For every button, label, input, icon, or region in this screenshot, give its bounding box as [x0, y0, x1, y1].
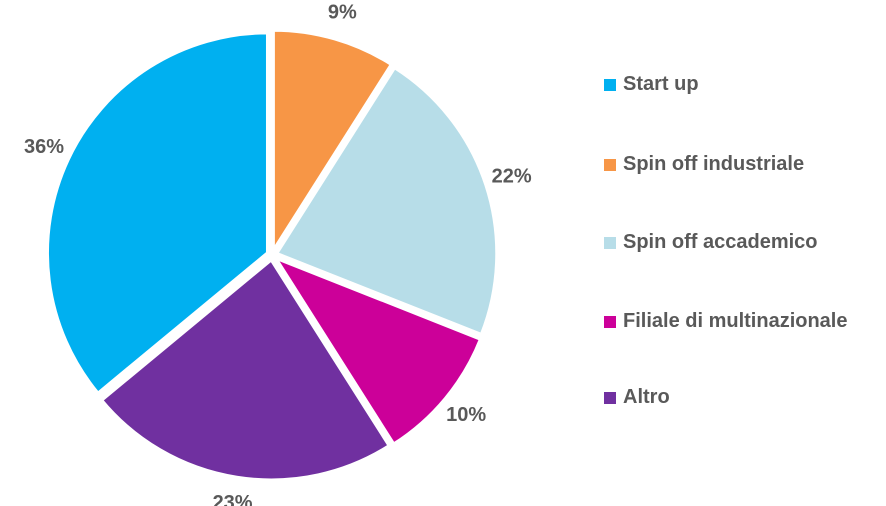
legend-swatch [604, 237, 616, 249]
pie-slice [99, 257, 392, 482]
data-label: 36% [24, 136, 64, 158]
data-label: 23% [213, 492, 253, 506]
data-label: 10% [446, 404, 486, 426]
legend-swatch [604, 316, 616, 328]
legend-label: Start up [623, 73, 699, 95]
legend-label: Spin off accademico [623, 231, 818, 253]
pie-slice [272, 255, 483, 447]
legend-label: Filiale di multinazionale [623, 310, 848, 332]
legend-swatch [604, 392, 616, 404]
pie-slice [271, 28, 394, 256]
legend-label: Spin off industriale [623, 153, 805, 175]
data-label: 22% [492, 165, 532, 187]
legend-swatch [604, 159, 616, 171]
legend-label: Altro [623, 386, 670, 408]
pie-slice [274, 65, 499, 337]
legend-swatch [604, 79, 616, 91]
data-label: 9% [328, 1, 357, 23]
pie-slice [46, 31, 269, 396]
